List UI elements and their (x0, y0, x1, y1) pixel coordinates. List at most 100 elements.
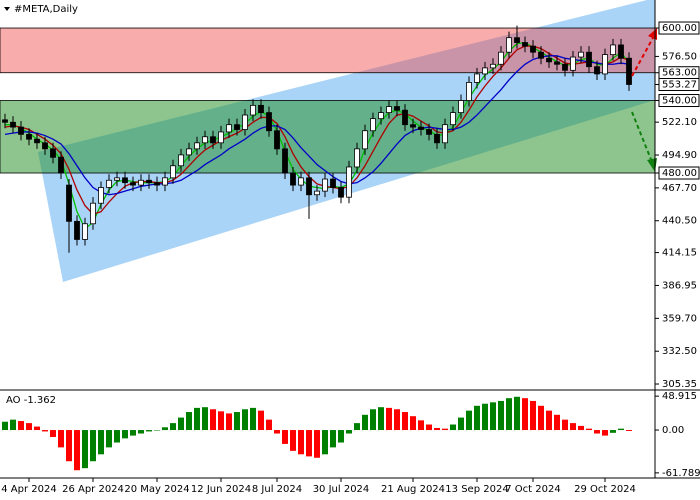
ao-bar (562, 419, 568, 431)
x-tick-label: 21 Aug 2024 (381, 484, 445, 495)
chart-title: #META,Daily (14, 4, 78, 15)
candle-body (234, 124, 240, 130)
candle-body (474, 73, 480, 83)
x-tick-label: 12 Jun 2024 (191, 484, 251, 495)
indicator-label: AO -1.362 (6, 395, 56, 406)
candle-body (362, 130, 368, 150)
ao-bar (202, 407, 208, 431)
ao-bar (114, 430, 120, 443)
ao-bar (50, 430, 56, 437)
ao-bar (578, 425, 584, 431)
candle-body (194, 142, 200, 150)
ao-bar (378, 407, 384, 431)
ao-bar (258, 410, 264, 431)
candle-body (226, 124, 232, 133)
ao-bar (234, 412, 240, 431)
ao-bar (282, 430, 288, 444)
candle-body (250, 104, 256, 116)
ao-bar (314, 430, 320, 458)
x-tick-label: 7 Oct 2024 (505, 484, 560, 495)
candle-body (2, 119, 8, 123)
candle-body (370, 118, 376, 132)
candle-body (34, 138, 40, 144)
ao-bar (594, 430, 600, 434)
candle-body (394, 106, 400, 111)
menu-icon[interactable] (4, 7, 10, 11)
ao-bar (554, 414, 560, 431)
ao-bar (618, 428, 624, 431)
ao-bar (170, 423, 176, 431)
ao-bar (586, 428, 592, 431)
ao-bar (626, 430, 632, 431)
candle-body (594, 66, 600, 75)
candle-body (42, 142, 48, 150)
candle-body (458, 100, 464, 114)
ao-bar (90, 430, 96, 462)
candle-body (530, 45, 536, 53)
ao-bar (250, 407, 256, 431)
candle-body (298, 177, 304, 186)
candle-body (306, 177, 312, 196)
x-tick-label: 20 May 2024 (124, 484, 189, 495)
candle-body (578, 51, 584, 58)
candle-body (402, 109, 408, 126)
ao-bar (330, 430, 336, 448)
ao-bar (274, 430, 280, 434)
y-tick-label: 563.00 (662, 68, 697, 79)
ao-bar (10, 419, 16, 431)
y-tick-label: 359.70 (662, 313, 697, 324)
candle-body (450, 112, 456, 126)
x-tick-label: 30 Jul 2024 (313, 484, 370, 495)
candle-body (242, 114, 248, 130)
price-zone (0, 27, 656, 74)
ao-bar (242, 409, 248, 431)
ao-bar (506, 398, 512, 431)
ao-bar (402, 412, 408, 431)
candle-body (466, 81, 472, 101)
ao-bar (218, 411, 224, 431)
candle-body (330, 178, 336, 188)
candle-body (74, 220, 80, 240)
ao-bar (474, 405, 480, 431)
candle-body (514, 37, 520, 43)
candle-body (506, 37, 512, 53)
candle-body (202, 136, 208, 144)
candle-body (538, 51, 544, 59)
candle-body (218, 131, 224, 144)
candle-body (26, 133, 32, 140)
y-tick-label: 305.35 (662, 379, 697, 390)
price-zone (0, 100, 656, 174)
ao-bar (186, 412, 192, 431)
candle-body (66, 184, 72, 222)
ao-bar (522, 398, 528, 431)
candle-body (162, 177, 168, 186)
candle-body (210, 136, 216, 144)
ao-bar (42, 430, 48, 432)
candle-body (498, 51, 504, 65)
y-tick-label: 522.10 (662, 117, 697, 128)
candle-body (562, 63, 568, 71)
y-tick-box (658, 77, 700, 91)
candle-body (170, 165, 176, 179)
ao-bar (178, 417, 184, 431)
candle-body (154, 182, 160, 186)
ao-bar (490, 402, 496, 431)
candle-body (258, 104, 264, 114)
ao-bar (210, 409, 216, 431)
candle-body (610, 44, 616, 56)
ao-bar (498, 400, 504, 431)
candle-body (386, 106, 392, 114)
candle-body (522, 42, 528, 47)
down-arrow (631, 111, 653, 163)
ao-bar (306, 430, 312, 457)
candle-body (434, 133, 440, 144)
candle-body (178, 154, 184, 167)
x-tick-label: 26 Apr 2024 (62, 484, 124, 495)
x-tick-label: 8 Jul 2024 (252, 484, 302, 495)
candle-body (314, 190, 320, 196)
y-tick-box (658, 94, 700, 108)
ao-bar (26, 423, 32, 431)
main-panel (0, 25, 656, 253)
y-tick-label: 553.27 (662, 79, 697, 90)
candle-body (410, 124, 416, 128)
